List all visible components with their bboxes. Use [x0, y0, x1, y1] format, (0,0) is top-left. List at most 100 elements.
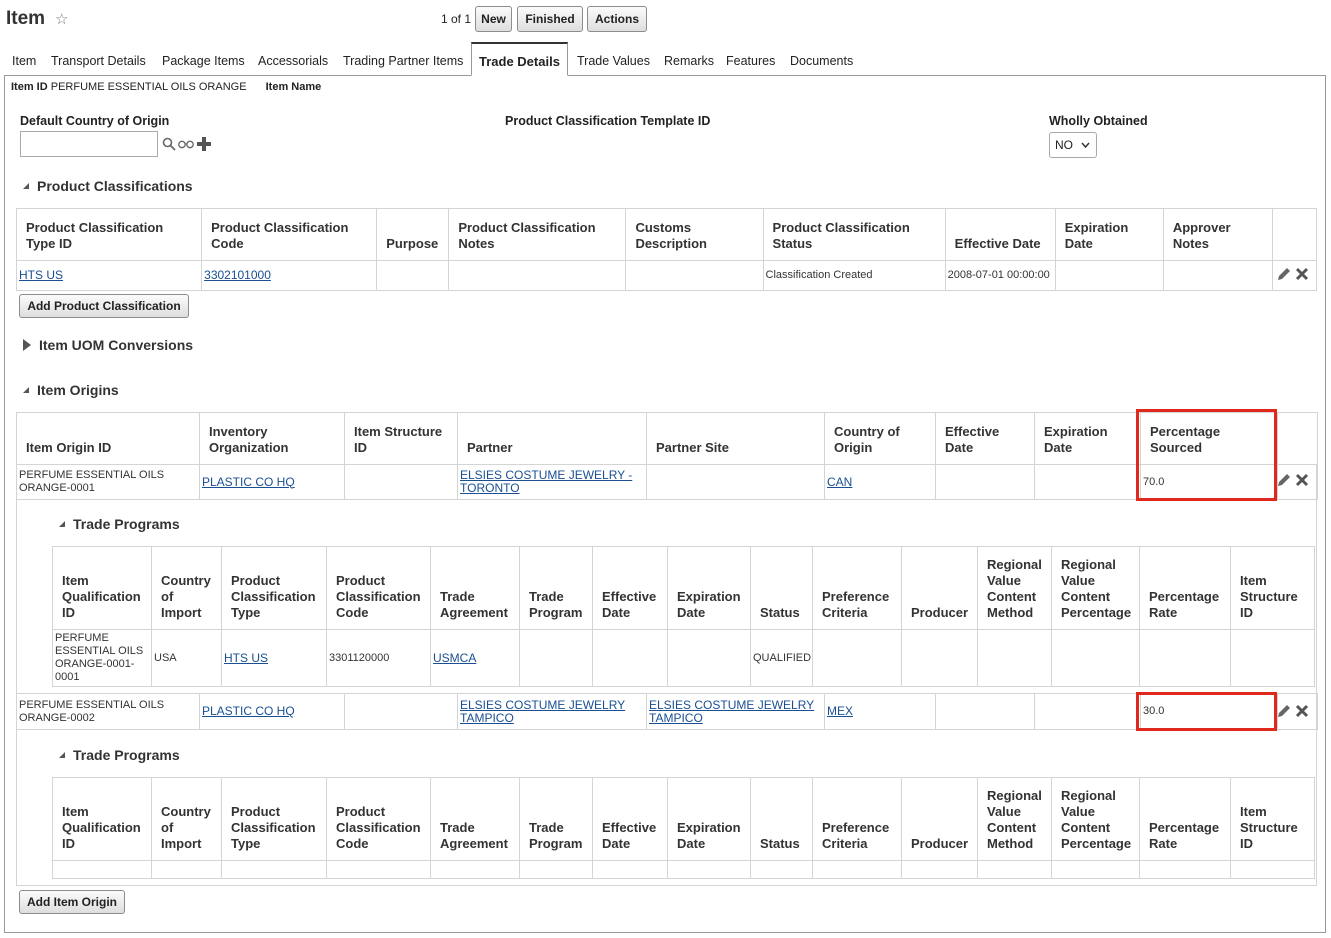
cell: PERFUME ESSENTIAL OILS ORANGE-0002 — [16, 693, 200, 730]
percentage-sourced-cell: 70.0 — [1140, 464, 1278, 500]
delete-x-icon[interactable] — [1295, 267, 1309, 281]
cell: QUALIFIED — [750, 629, 813, 687]
classification-type-link[interactable]: HTS US — [19, 268, 64, 282]
collapse-triangle-icon — [59, 521, 65, 527]
table-row: PERFUME ESSENTIAL OILS ORANGE-0001-0001 … — [52, 629, 1315, 687]
edit-pencil-icon[interactable] — [1276, 703, 1292, 719]
tab-trading-partner-items[interactable]: Trading Partner Items — [343, 54, 464, 68]
default-country-label: Default Country of Origin — [20, 114, 170, 128]
favorite-star-icon[interactable]: ☆ — [55, 11, 69, 28]
tab-item[interactable]: Item — [12, 54, 37, 68]
classification-type-link[interactable]: HTS US — [224, 650, 269, 665]
section-title: Trade Programs — [73, 516, 180, 532]
cell — [376, 260, 450, 291]
col-header: Product Classification Code — [201, 208, 378, 261]
add-product-classification-button[interactable]: Add Product Classification — [19, 294, 189, 318]
col-header: Effective Date — [592, 546, 668, 630]
col-header: Partner — [457, 412, 647, 465]
item-id-label: Item ID — [11, 81, 48, 93]
highlight-box-percentage-row-2 — [1136, 692, 1277, 731]
cell — [1051, 629, 1140, 687]
delete-x-icon[interactable] — [1295, 473, 1309, 487]
tab-trade-details[interactable]: Trade Details — [471, 42, 568, 76]
col-header: Effective Date — [944, 208, 1056, 261]
country-link[interactable]: MEX — [827, 704, 854, 718]
details-glasses-icon[interactable] — [178, 139, 194, 149]
tab-accessorials[interactable]: Accessorials — [258, 54, 329, 68]
collapse-triangle-icon — [23, 183, 29, 189]
trade-agreement-link[interactable]: USMCA — [433, 650, 477, 665]
col-header: Product Classification Code — [326, 546, 431, 630]
col-header: Effective Date — [935, 412, 1035, 465]
cell — [812, 629, 902, 687]
collapse-triangle-icon — [23, 387, 29, 393]
trade-programs-header-1[interactable]: Trade Programs — [59, 516, 180, 532]
country-link[interactable]: CAN — [827, 474, 853, 489]
cell — [667, 629, 751, 687]
collapse-triangle-icon — [59, 752, 65, 758]
trade-details-panel: Item ID PERFUME ESSENTIAL OILS ORANGE It… — [4, 76, 1326, 933]
col-header: Preference Criteria — [812, 777, 902, 861]
actions-button[interactable]: Actions — [587, 6, 647, 32]
delete-x-icon[interactable] — [1295, 704, 1309, 718]
item-name-label: Item Name — [265, 81, 322, 93]
col-header: Customs Description — [625, 208, 764, 261]
cell — [1162, 260, 1273, 291]
col-header: Producer — [901, 777, 978, 861]
col-header: Trade Program — [519, 777, 593, 861]
col-header: Product Classification Code — [326, 777, 431, 861]
col-header: Approver Notes — [1162, 208, 1273, 261]
col-header: Purpose — [376, 208, 450, 261]
wholly-obtained-value: NO — [1055, 138, 1073, 152]
new-button[interactable]: New — [475, 6, 512, 32]
default-country-input[interactable] — [20, 131, 158, 157]
col-header: Product Classification Status — [762, 208, 946, 261]
partner-link[interactable]: ELSIES COSTUME JEWELRY - TORONTO — [460, 468, 633, 495]
tab-package-items[interactable]: Package Items — [162, 54, 245, 68]
inventory-org-link[interactable]: PLASTIC CO HQ — [202, 474, 295, 489]
add-item-origin-button[interactable]: Add Item Origin — [19, 890, 125, 914]
col-header: Status — [750, 777, 813, 861]
trade-programs-header-2[interactable]: Trade Programs — [59, 747, 180, 763]
finished-button[interactable]: Finished — [517, 6, 583, 32]
col-header-actions — [1277, 412, 1318, 465]
item-origins-header[interactable]: Item Origins — [23, 382, 119, 398]
trade-programs-table-1: Item Qualification ID Country of Import … — [52, 546, 1315, 687]
item-info: Item ID PERFUME ESSENTIAL OILS ORANGE It… — [11, 81, 321, 93]
partner-link[interactable]: ELSIES COSTUME JEWELRY TAMPICO — [460, 697, 626, 725]
cell: 3301120000 — [326, 629, 431, 687]
col-header: Item Qualification ID — [52, 546, 152, 630]
cell — [1139, 629, 1231, 687]
cell — [935, 464, 1035, 500]
edit-pencil-icon[interactable] — [1276, 472, 1292, 488]
top-bar: Item ☆ 1 of 1 New Finished Actions — [0, 0, 1331, 40]
item-origins-table: Item Origin ID Inventory Organization It… — [16, 412, 1318, 500]
col-header: Country of Origin — [824, 412, 936, 465]
col-header: Regional Value Content Method — [977, 546, 1052, 630]
col-header: Country of Import — [151, 546, 222, 630]
tab-features[interactable]: Features — [726, 54, 776, 68]
classification-code-link[interactable]: 3302101000 — [204, 268, 271, 282]
tab-transport-details[interactable]: Transport Details — [51, 54, 146, 68]
wholly-obtained-select[interactable]: NO — [1049, 132, 1097, 158]
add-plus-icon[interactable] — [197, 137, 211, 151]
item-id-value: PERFUME ESSENTIAL OILS ORANGE — [50, 81, 247, 93]
tab-trade-values[interactable]: Trade Values — [577, 54, 650, 68]
inventory-org-link[interactable]: PLASTIC CO HQ — [202, 704, 295, 718]
col-header: Expiration Date — [667, 546, 751, 630]
cell — [901, 629, 978, 687]
col-header: Effective Date — [592, 777, 668, 861]
col-header: Regional Value Content Percentage — [1051, 546, 1140, 630]
section-title: Product Classifications — [37, 178, 193, 194]
search-icon[interactable] — [162, 137, 176, 151]
edit-pencil-icon[interactable] — [1276, 266, 1292, 282]
tab-documents[interactable]: Documents — [790, 54, 854, 68]
col-header: Item Structure ID — [344, 412, 458, 465]
col-header: Partner Site — [646, 412, 825, 465]
uom-conversions-header[interactable]: Item UOM Conversions — [23, 337, 193, 353]
pager-text: 1 of 1 — [441, 12, 472, 26]
partner-site-link[interactable]: ELSIES COSTUME JEWELRY TAMPICO — [649, 697, 815, 725]
tab-remarks[interactable]: Remarks — [664, 54, 715, 68]
cell: PERFUME ESSENTIAL OILS ORANGE-0001 — [16, 464, 200, 500]
product-classifications-header[interactable]: Product Classifications — [23, 178, 193, 194]
